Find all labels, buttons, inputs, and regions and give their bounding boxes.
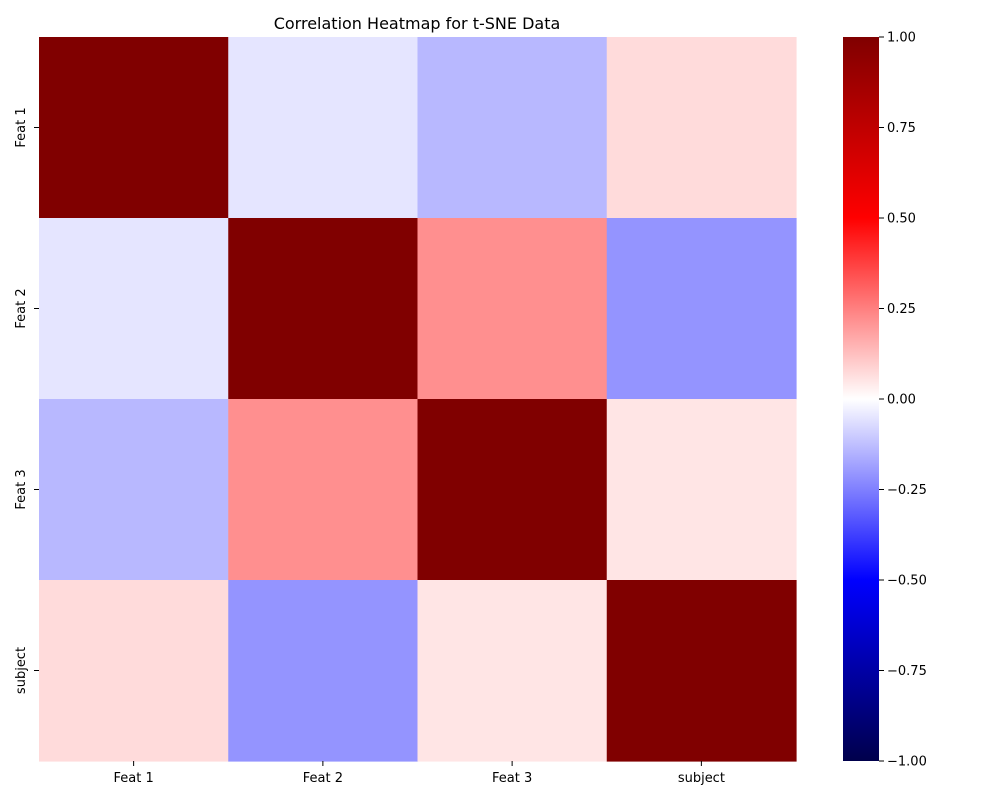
x-tick-label: Feat 1 xyxy=(114,771,154,786)
y-tick-label: Feat 2 xyxy=(14,288,29,328)
heatmap-cell xyxy=(228,580,419,762)
heatmap-cell xyxy=(228,399,419,581)
colorbar-tick-label: 1.00 xyxy=(887,31,916,46)
heatmap-cell xyxy=(39,399,229,581)
y-tick-label: Feat 1 xyxy=(14,107,29,147)
heatmap-cell xyxy=(39,580,229,762)
heatmap-cell xyxy=(606,37,797,219)
heatmap-cell xyxy=(417,218,608,400)
heatmap-cell xyxy=(606,218,797,400)
x-axis-ticks: Feat 1 Feat 2 Feat 3 subject xyxy=(114,761,725,786)
heatmap-cell xyxy=(228,37,419,219)
colorbar: 1.00 0.75 0.50 0.25 0.00 −0.25 −0.50 −0.75 −1.00 xyxy=(843,31,927,770)
heatmap-cells xyxy=(39,37,797,762)
y-tick-label: subject xyxy=(14,647,29,694)
heatmap-cell xyxy=(417,580,608,762)
heatmap-cell xyxy=(417,37,608,219)
y-tick-label: Feat 3 xyxy=(14,469,29,509)
x-tick-label: Feat 2 xyxy=(303,771,343,786)
chart-title: Correlation Heatmap for t-SNE Data xyxy=(274,14,561,33)
colorbar-gradient xyxy=(843,37,879,761)
y-axis-ticks: Feat 1 Feat 2 Feat 3 subject xyxy=(14,107,39,694)
colorbar-tick-label: 0.50 xyxy=(887,212,916,227)
heatmap-cell xyxy=(39,37,229,219)
heatmap-cell xyxy=(606,580,797,762)
heatmap-cell xyxy=(606,399,797,581)
colorbar-tick-label: 0.75 xyxy=(887,121,916,136)
heatmap-cell xyxy=(417,399,608,581)
colorbar-tick-label: −0.75 xyxy=(887,664,927,679)
x-tick-label: subject xyxy=(678,771,725,786)
heatmap-cell xyxy=(39,218,229,400)
x-tick-label: Feat 3 xyxy=(492,771,532,786)
colorbar-tick-label: 0.00 xyxy=(887,393,916,408)
colorbar-tick-label: 0.25 xyxy=(887,302,916,317)
colorbar-tick-label: −0.25 xyxy=(887,483,927,498)
colorbar-tick-label: −1.00 xyxy=(887,755,927,770)
heatmap-cell xyxy=(228,218,419,400)
colorbar-tick-label: −0.50 xyxy=(887,574,927,589)
